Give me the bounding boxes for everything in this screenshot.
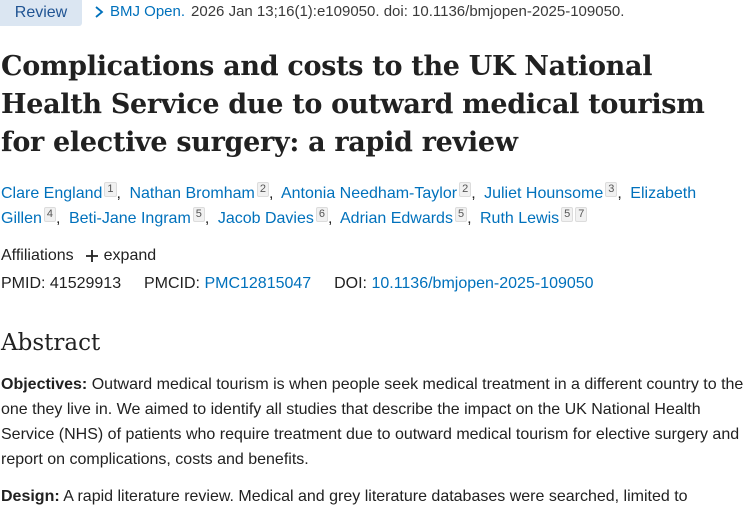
publication-type-badge: Review bbox=[0, 0, 82, 26]
identifiers-row: PMID: 41529913 PMCID: PMC12815047 DOI: 1… bbox=[1, 275, 594, 293]
affiliation-ref[interactable]: 5 bbox=[561, 207, 574, 222]
author-link[interactable]: Adrian Edwards bbox=[340, 210, 453, 227]
citation-bar: Review BMJ Open. 2026 Jan 13;16(1):e1090… bbox=[0, 0, 750, 26]
abstract-design: Design: A rapid literature review. Medic… bbox=[1, 484, 747, 509]
citation-details: 2026 Jan 13;16(1):e109050. doi: 10.1136/… bbox=[191, 3, 625, 20]
abstract-heading: Abstract bbox=[1, 330, 101, 356]
journal-link[interactable]: BMJ Open. bbox=[110, 3, 186, 20]
author-link[interactable]: Clare England bbox=[1, 185, 103, 202]
affiliation-ref[interactable]: 1 bbox=[104, 182, 117, 197]
author-separator: , bbox=[467, 210, 472, 227]
affiliation-ref[interactable]: 2 bbox=[459, 182, 472, 197]
author-link[interactable]: Elizabeth Gillen bbox=[1, 185, 697, 227]
pmid-label: PMID: bbox=[1, 275, 46, 292]
article-title: Complications and costs to the UK Nation… bbox=[1, 51, 705, 158]
author-link[interactable]: Ruth Lewis bbox=[479, 210, 560, 227]
author-separator: , bbox=[617, 185, 622, 202]
affiliation-ref[interactable]: 5 bbox=[192, 207, 205, 222]
doi-link[interactable]: 10.1136/bmjopen-2025-109050 bbox=[371, 275, 594, 292]
expand-label: expand bbox=[103, 247, 157, 264]
affiliations-label: Affiliations bbox=[1, 247, 74, 264]
author-separator: , bbox=[204, 210, 210, 227]
affiliation-ref[interactable]: 3 bbox=[605, 182, 618, 197]
author-separator: , bbox=[116, 185, 121, 202]
author-separator: , bbox=[56, 210, 61, 227]
author-link[interactable]: Juliet Hounsome bbox=[484, 185, 604, 202]
plus-icon bbox=[85, 250, 98, 262]
author-list: Clare England 1, Nathan Bromham 2, Antonia… bbox=[1, 181, 741, 231]
affiliation-ref[interactable]: 2 bbox=[256, 182, 269, 197]
author-separator: , bbox=[268, 185, 274, 202]
affiliation-ref[interactable]: 4 bbox=[43, 207, 57, 222]
author-link[interactable]: Antonia Needham-Taylor bbox=[280, 185, 458, 202]
pmcid-link[interactable]: PMC12815047 bbox=[204, 275, 312, 292]
expand-affiliations-button[interactable]: expand bbox=[85, 247, 157, 265]
section-text: Outward medical tourism is when people s… bbox=[1, 376, 744, 468]
section-label: Design: bbox=[1, 488, 60, 505]
author-separator: , bbox=[471, 185, 476, 202]
pmcid-label: PMCID: bbox=[144, 275, 200, 292]
author-link[interactable]: Beti-Jane Ingram bbox=[68, 210, 191, 227]
chevron-right-icon[interactable] bbox=[92, 5, 106, 19]
affiliation-ref[interactable]: 7 bbox=[575, 207, 588, 222]
author-link[interactable]: Jacob Davies bbox=[217, 210, 314, 227]
author-separator: , bbox=[327, 210, 333, 227]
author-link[interactable]: Nathan Bromham bbox=[129, 185, 255, 202]
affiliation-ref[interactable]: 5 bbox=[454, 207, 468, 222]
affiliation-ref[interactable]: 6 bbox=[315, 207, 328, 222]
affiliations-row: Affiliations expand bbox=[1, 247, 156, 265]
section-label: Objectives: bbox=[1, 376, 88, 393]
section-text: A rapid literature review. Medical and g… bbox=[63, 488, 688, 505]
citation-line: BMJ Open. 2026 Jan 13;16(1):e109050. doi… bbox=[92, 3, 624, 20]
doi-label: DOI: bbox=[334, 275, 367, 292]
pmid-value: 41529913 bbox=[49, 275, 122, 292]
abstract-objectives: Objectives: Outward medical tourism is w… bbox=[1, 372, 747, 472]
badge-label: Review bbox=[14, 4, 68, 21]
